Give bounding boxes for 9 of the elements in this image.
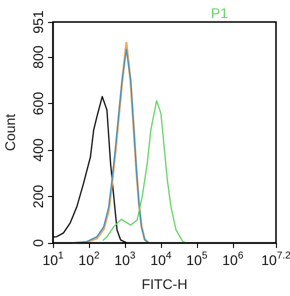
y-tick-label: 400 [30,138,46,162]
text: P1 [210,5,228,21]
x-axis-title: FITC-H [142,276,188,292]
y-tick-label: 800 [30,45,46,69]
y-tick-label: 951 [30,10,46,34]
y-axis-title: Count [2,114,18,152]
y-tick-label: 0 [30,238,46,247]
y-tick-label: 600 [30,92,46,116]
y-tick-label: 200 [30,184,46,208]
